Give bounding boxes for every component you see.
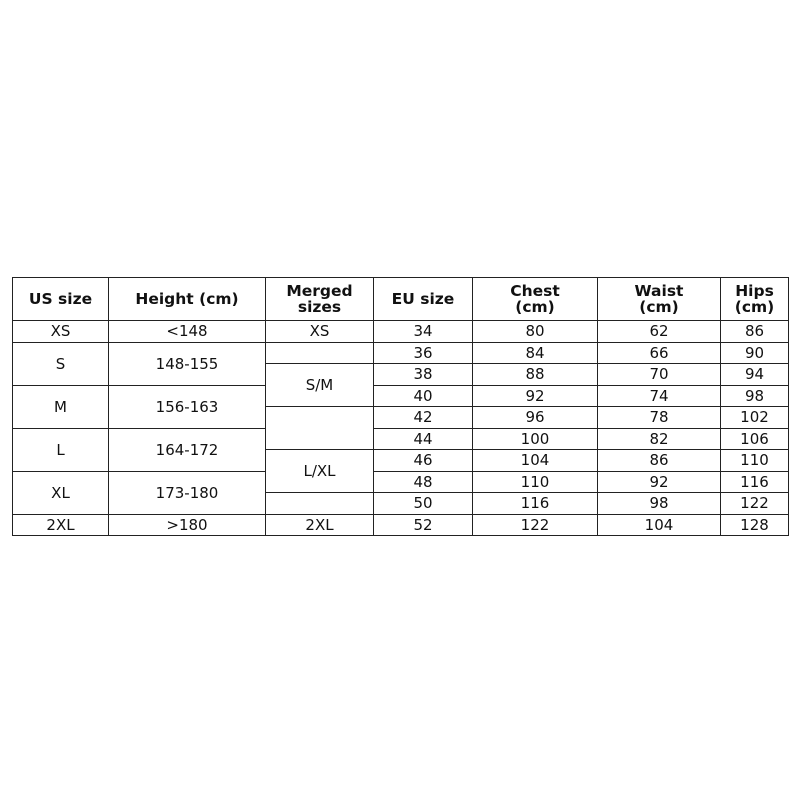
us-size-cell: M: [12, 384, 109, 429]
size-chart-table: US size Height (cm) Merged sizes EU size…: [12, 277, 789, 536]
hips-cell: 106: [720, 427, 789, 450]
height-cell: 173-180: [108, 470, 266, 515]
eu-size-cell: 48: [373, 470, 473, 493]
height-cell: 148-155: [108, 341, 266, 386]
waist-cell: 82: [597, 427, 721, 450]
hips-cell: 90: [720, 341, 789, 364]
waist-cell: 62: [597, 320, 721, 343]
table-row: L 164-172 44 100 82 106: [12, 427, 789, 472]
waist-cell: 98: [597, 492, 721, 515]
merged-size-cell: L/XL: [265, 449, 374, 493]
header-eu-size: EU size: [373, 277, 473, 321]
header-chest: Chest (cm): [472, 277, 598, 321]
chest-cell: 84: [472, 341, 598, 364]
chest-cell: 100: [472, 427, 598, 450]
waist-cell: 78: [597, 406, 721, 429]
waist-cell: 74: [597, 384, 721, 407]
eu-size-cell: 38: [373, 363, 473, 386]
merged-size-cell: 2XL: [265, 513, 374, 536]
height-cell: 164-172: [108, 427, 266, 472]
table-row: S 148-155 36 84 66 90: [12, 341, 789, 386]
table-row: 2XL >180 2XL 52 122 104 128: [12, 513, 789, 536]
height-cell: >180: [108, 513, 266, 536]
eu-size-cell: 50: [373, 492, 473, 515]
table-row: XS <148 XS 34 80 62 86: [12, 320, 789, 343]
eu-size-cell: 42: [373, 406, 473, 429]
waist-cell: 70: [597, 363, 721, 386]
table-row: M 156-163 40 92 74 98: [12, 384, 789, 429]
chest-cell: 110: [472, 470, 598, 493]
eu-size-cell: 34: [373, 320, 473, 343]
header-hips: Hips (cm): [720, 277, 789, 321]
merged-size-cell: [265, 406, 374, 450]
merged-size-cell: S/M: [265, 363, 374, 407]
us-size-cell: XS: [12, 320, 109, 343]
us-size-cell: 2XL: [12, 513, 109, 536]
waist-cell: 104: [597, 513, 721, 536]
chest-cell: 96: [472, 406, 598, 429]
merged-size-cell: [265, 341, 374, 364]
eu-size-cell: 36: [373, 341, 473, 364]
header-merged-sizes: Merged sizes: [265, 277, 374, 321]
hips-cell: 110: [720, 449, 789, 472]
hips-cell: 102: [720, 406, 789, 429]
table-row: S/M 38 88 70 94: [13, 363, 789, 407]
header-waist: Waist (cm): [597, 277, 721, 321]
header-us-size: US size: [12, 277, 109, 321]
waist-cell: 86: [597, 449, 721, 472]
hips-cell: 116: [720, 470, 789, 493]
table-row: 42 96 78 102: [13, 406, 789, 450]
eu-size-cell: 40: [373, 384, 473, 407]
waist-cell: 66: [597, 341, 721, 364]
hips-cell: 86: [720, 320, 789, 343]
table-row: L/XL 46 104 86 110: [13, 449, 789, 493]
merged-size-cell: [265, 492, 374, 515]
eu-size-cell: 46: [373, 449, 473, 472]
height-cell: 156-163: [108, 384, 266, 429]
merged-size-cell: XS: [265, 320, 374, 343]
chest-cell: 80: [472, 320, 598, 343]
eu-size-cell: 52: [373, 513, 473, 536]
hips-cell: 94: [720, 363, 789, 386]
us-size-cell: XL: [12, 470, 109, 515]
table-row: XL 173-180 48 110 92 116: [12, 470, 789, 515]
us-size-cell: S: [12, 341, 109, 386]
chest-cell: 122: [472, 513, 598, 536]
chest-cell: 104: [472, 449, 598, 472]
chest-cell: 88: [472, 363, 598, 386]
hips-cell: 98: [720, 384, 789, 407]
table-row: 50 116 98 122: [13, 492, 789, 515]
chest-cell: 92: [472, 384, 598, 407]
height-cell: <148: [108, 320, 266, 343]
hips-cell: 128: [720, 513, 789, 536]
us-size-cell: L: [12, 427, 109, 472]
eu-size-cell: 44: [373, 427, 473, 450]
header-row: US size Height (cm) Merged sizes EU size…: [12, 277, 789, 321]
hips-cell: 122: [720, 492, 789, 515]
chest-cell: 116: [472, 492, 598, 515]
waist-cell: 92: [597, 470, 721, 493]
header-height: Height (cm): [108, 277, 266, 321]
